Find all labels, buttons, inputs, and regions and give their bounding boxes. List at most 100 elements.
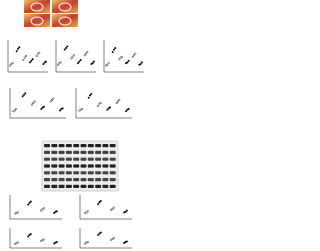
data-point: [40, 209, 43, 212]
blot-band: [58, 171, 65, 175]
data-point: [17, 47, 20, 50]
data-point: [127, 107, 130, 110]
data-point: [111, 51, 114, 54]
blot-band: [65, 164, 72, 168]
data-point: [98, 201, 101, 204]
blot-band: [109, 150, 116, 154]
blot-band: [51, 144, 58, 148]
data-point: [29, 232, 32, 235]
data-point: [120, 55, 123, 58]
blot-band: [73, 157, 80, 161]
vessel: [30, 2, 44, 12]
data-point: [92, 60, 95, 63]
data-point: [107, 62, 110, 65]
western-blot: [41, 140, 119, 192]
vessel: [30, 16, 44, 26]
data-point: [111, 207, 114, 210]
data-point: [42, 238, 45, 241]
blot-band: [87, 157, 94, 161]
data-point: [31, 103, 34, 106]
data-point: [9, 64, 12, 67]
data-point: [87, 96, 90, 99]
data-point: [84, 52, 87, 55]
blot-band: [80, 157, 87, 161]
data-point: [140, 61, 143, 64]
data-point: [52, 97, 55, 100]
blot-band: [65, 150, 72, 154]
data-point: [64, 47, 67, 50]
blot-band: [65, 184, 72, 188]
histology-image: [52, 14, 78, 27]
figure: [7, 0, 144, 249]
data-point: [28, 233, 31, 236]
blot-band: [87, 164, 94, 168]
data-point: [57, 63, 60, 66]
blot-band: [102, 164, 109, 168]
data-point: [71, 55, 74, 58]
blot-band: [87, 144, 94, 148]
data-point: [23, 93, 26, 96]
data-point: [41, 208, 44, 211]
data-point: [112, 206, 115, 209]
blot-band: [95, 164, 102, 168]
blot-band: [95, 184, 102, 188]
data-point: [97, 104, 100, 107]
blot-band: [65, 144, 72, 148]
data-point: [77, 62, 80, 65]
histology-images: [24, 0, 78, 27]
data-point: [66, 45, 69, 48]
data-point: [28, 201, 31, 204]
data-point: [118, 58, 121, 61]
data-point: [14, 107, 17, 110]
data-point: [97, 233, 100, 236]
vessel: [58, 2, 72, 12]
data-point: [44, 60, 47, 63]
blot-band: [80, 184, 87, 188]
data-point: [61, 107, 64, 110]
blot-band: [102, 171, 109, 175]
data-point: [16, 241, 19, 244]
blot-band: [51, 157, 58, 161]
data-point: [49, 100, 52, 103]
blot-band: [58, 157, 65, 161]
data-point: [112, 48, 115, 51]
data-point: [131, 55, 134, 58]
blot-band: [87, 171, 94, 175]
data-point: [15, 50, 18, 53]
histology-image: [52, 0, 78, 13]
data-point: [55, 240, 58, 243]
data-point: [14, 242, 17, 245]
blot-band: [109, 144, 116, 148]
data-point: [29, 61, 32, 64]
data-point: [111, 237, 114, 240]
blot-band: [65, 157, 72, 161]
data-point: [51, 98, 54, 101]
data-point: [114, 47, 117, 50]
data-point: [110, 208, 113, 211]
blot-band: [58, 144, 65, 148]
blot-band: [73, 178, 80, 182]
data-point: [35, 55, 38, 58]
blot-band: [80, 171, 87, 175]
blot-band: [51, 150, 58, 154]
data-point: [42, 63, 45, 66]
data-point: [110, 238, 113, 241]
data-point: [78, 60, 81, 63]
data-point: [16, 211, 19, 214]
data-point: [127, 59, 130, 62]
blot-band: [44, 178, 50, 182]
data-point: [125, 110, 128, 113]
blot-band: [80, 164, 87, 168]
data-point: [99, 199, 102, 202]
data-point: [27, 203, 30, 206]
blot-band: [73, 164, 80, 168]
data-point: [99, 231, 102, 234]
data-point: [86, 210, 89, 213]
data-point: [27, 235, 30, 238]
blot-band: [65, 171, 72, 175]
data-point: [24, 55, 27, 58]
data-point: [132, 54, 135, 57]
data-point: [84, 242, 87, 245]
data-point: [38, 51, 41, 54]
data-point: [42, 105, 45, 108]
